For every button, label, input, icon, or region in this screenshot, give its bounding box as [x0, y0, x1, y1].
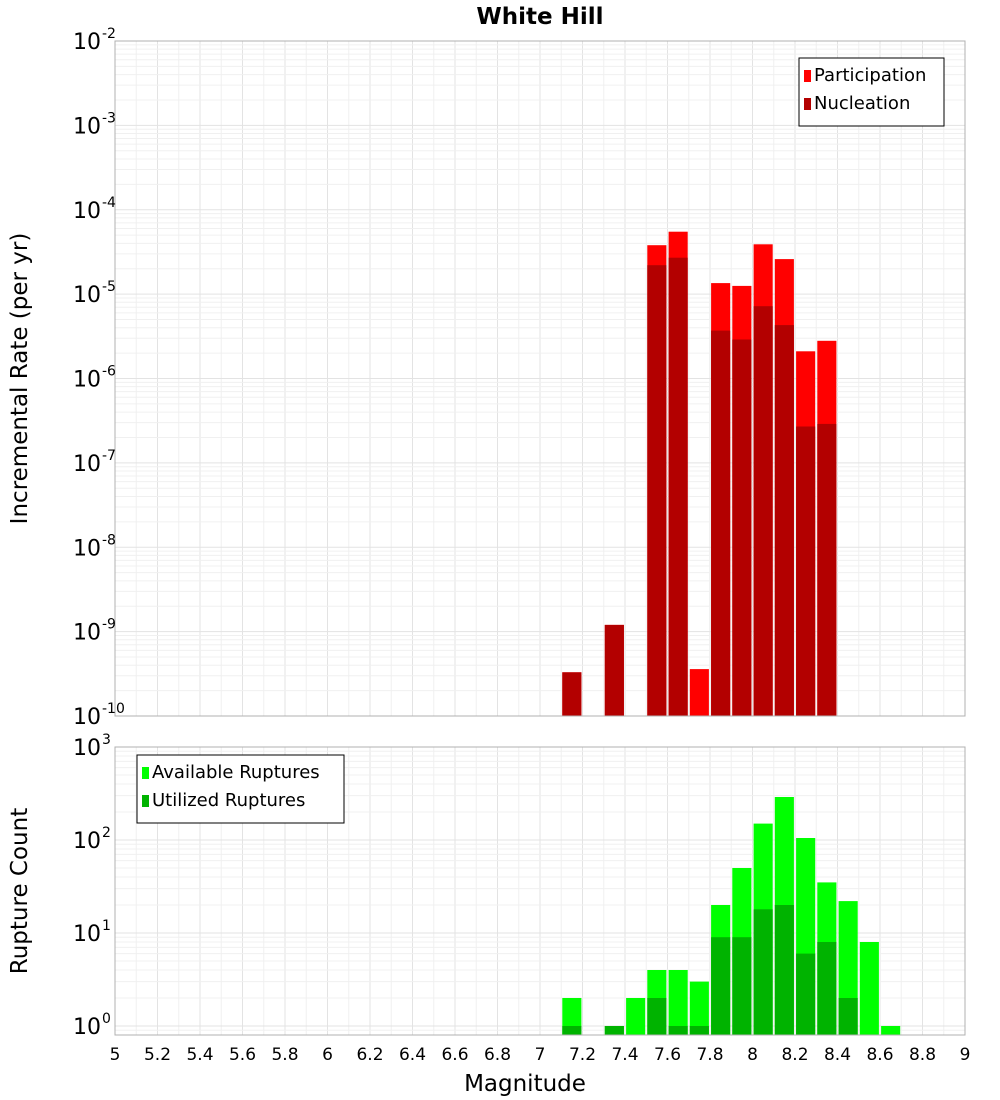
y-tick-label: 10-4 — [73, 195, 116, 224]
legend-box — [136, 754, 345, 824]
y-tick-label: 10-3 — [73, 110, 116, 139]
x-tick-label: 6 — [322, 1045, 333, 1065]
bar-series1 — [689, 669, 709, 716]
x-tick-label: 7.2 — [569, 1045, 596, 1065]
bars — [562, 797, 901, 1035]
bar-series2 — [604, 624, 624, 716]
x-tick-label: 8.8 — [909, 1045, 936, 1065]
x-tick-label: 7.6 — [654, 1045, 681, 1065]
chart-title: White Hill — [476, 4, 603, 30]
x-tick-label: 5.6 — [229, 1045, 256, 1065]
plot-border — [114, 40, 966, 717]
bar-series2 — [562, 672, 582, 716]
bar-series2 — [732, 339, 752, 716]
y-tick-labels: 100 101 102 103 — [73, 732, 111, 1040]
y-axis-label: Incremental Rate (per yr) — [7, 233, 33, 525]
bar-series2 — [562, 1026, 582, 1035]
x-tick-label: 6.2 — [356, 1045, 383, 1065]
legend-label: Participation — [814, 65, 926, 86]
bar-series2 — [753, 306, 773, 716]
x-tick-label: 6.6 — [441, 1045, 468, 1065]
y-tick-label: 10-9 — [73, 617, 116, 646]
legend: Available Ruptures Utilized Ruptures — [136, 754, 345, 824]
bar-series1 — [562, 998, 582, 1035]
y-tick-label: 10-6 — [73, 364, 116, 393]
x-tick-label: 5.8 — [271, 1045, 298, 1065]
bar-series2 — [647, 265, 667, 716]
x-axis-label: Magnitude — [464, 1071, 586, 1097]
bar-series1 — [689, 981, 709, 1035]
bar-series1 — [859, 942, 879, 1035]
bar-series1 — [626, 998, 646, 1035]
x-tick-label: 8 — [747, 1045, 758, 1065]
bar-series2 — [668, 257, 688, 716]
x-tick-label: 5.4 — [186, 1045, 213, 1065]
bar-series2 — [689, 1026, 709, 1035]
y-tick-label: 10-2 — [73, 26, 116, 55]
bar-series2 — [711, 330, 731, 716]
legend-swatch — [804, 98, 811, 110]
legend-label: Nucleation — [814, 93, 910, 114]
chart-panel-1: 10-10 10-9 10-8 10-7 10-6 10-5 10-4 10-3 10-2 Whi… — [7, 4, 966, 730]
bar-series2 — [668, 1026, 688, 1035]
y-tick-label: 100 — [73, 1011, 111, 1040]
x-tick-label: 7.8 — [696, 1045, 723, 1065]
legend-swatch — [142, 795, 149, 807]
plot-border — [114, 746, 966, 1036]
x-tick-label: 5 — [110, 1045, 121, 1065]
x-tick-label: 6.4 — [399, 1045, 426, 1065]
bar-series2 — [604, 1026, 624, 1035]
bar-series2 — [817, 423, 837, 716]
bar-series2 — [817, 942, 837, 1035]
bar-series2 — [796, 426, 816, 716]
bar-series2 — [732, 937, 752, 1035]
grid — [114, 40, 966, 717]
y-tick-labels: 10-10 10-9 10-8 10-7 10-6 10-5 10-4 10-3 10-2 — [73, 26, 125, 730]
bar-series2 — [796, 953, 816, 1035]
bar-series1 — [668, 970, 688, 1035]
y-tick-label: 10-7 — [73, 448, 116, 477]
x-tick-label: 9 — [960, 1045, 971, 1065]
bar-series2 — [774, 905, 794, 1035]
y-axis-label: Rupture Count — [7, 808, 33, 974]
x-tick-label: 5.2 — [144, 1045, 171, 1065]
legend-swatch — [142, 767, 149, 779]
bars — [562, 231, 837, 717]
legend-label: Utilized Ruptures — [152, 790, 305, 811]
bar-series1 — [881, 1026, 901, 1035]
chart-panel-2: 100 101 102 103 5 5.2 5.4 5.6 5.8 6 6.2 6.4 6.6 6.8 7 7… — [7, 732, 970, 1097]
bar-series2 — [753, 909, 773, 1035]
y-tick-label: 101 — [73, 918, 111, 947]
x-tick-label: 8.2 — [781, 1045, 808, 1065]
x-tick-label: 6.8 — [484, 1045, 511, 1065]
legend-swatch — [804, 70, 811, 82]
y-tick-label: 10-8 — [73, 532, 116, 561]
y-tick-label: 10-10 — [73, 701, 125, 730]
y-tick-label: 103 — [73, 732, 111, 761]
x-tick-label: 7 — [535, 1045, 546, 1065]
x-tick-label: 7.4 — [611, 1045, 638, 1065]
bar-series2 — [711, 937, 731, 1035]
legend-box — [798, 57, 945, 127]
bar-series2 — [647, 998, 667, 1035]
legend-label: Available Ruptures — [152, 762, 320, 783]
x-tick-label: 8.4 — [824, 1045, 851, 1065]
legend: Participation Nucleation — [798, 57, 945, 127]
bar-series2 — [774, 325, 794, 716]
x-tick-label: 8.6 — [866, 1045, 893, 1065]
y-tick-label: 10-5 — [73, 279, 116, 308]
x-tick-labels: 5 5.2 5.4 5.6 5.8 6 6.2 6.4 6.6 6.8 7 7.2 7.4 7.6 7.8 8… — [110, 1045, 971, 1065]
bar-series2 — [838, 998, 858, 1035]
y-tick-label: 102 — [73, 825, 111, 854]
